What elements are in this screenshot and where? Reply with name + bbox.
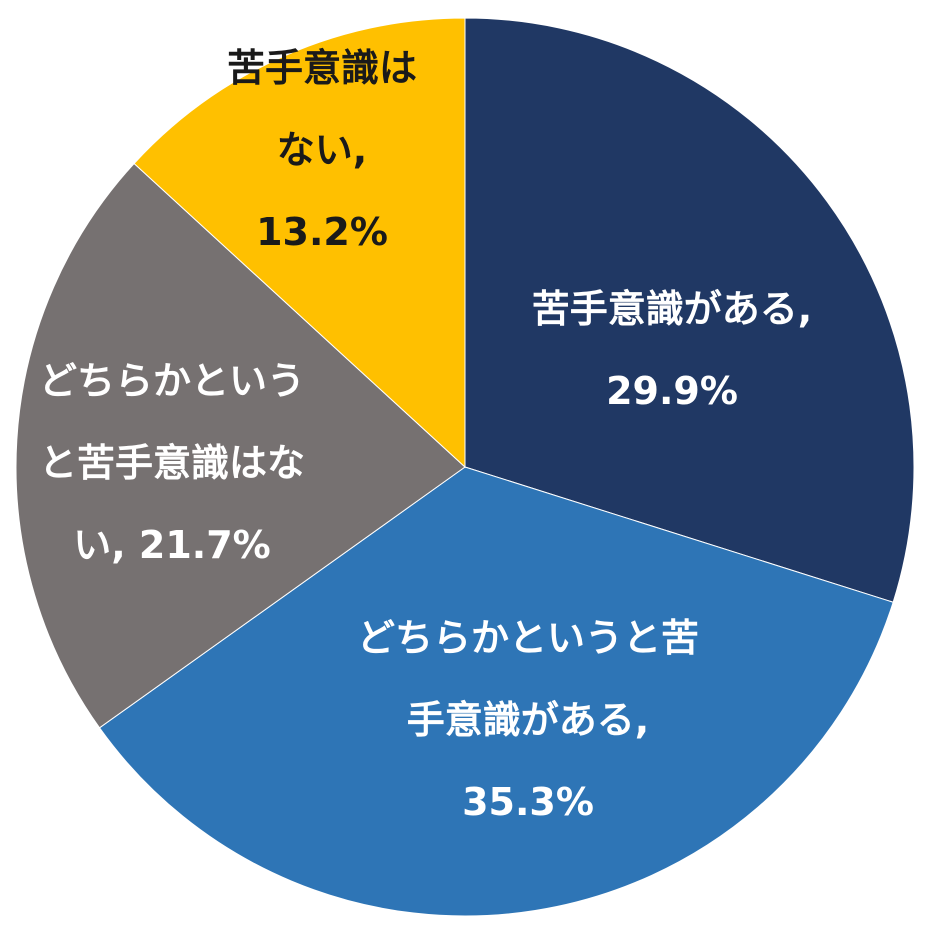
pie-slice-4 [133, 17, 466, 469]
slice-label-1-line-1: 苦手意識がある, [532, 287, 812, 331]
slice-label-3-line-1: どちらかという [39, 359, 305, 403]
slice-label-2-line-3: 35.3% [462, 780, 594, 824]
slice-label-4-line-2: ない, [277, 128, 367, 172]
slice-label-2-line-1: どちらかというと苦 [357, 616, 699, 660]
slice-label-4-line-3: 13.2% [256, 210, 388, 254]
pie-slice-1 [464, 17, 915, 603]
pie-labels: 苦手意識がある, 29.9%どちらかというと苦手意識がある, 35.3%どちらかとい… [39, 46, 812, 824]
pie-slice-3 [15, 162, 466, 729]
slice-label-4-line-1: 苦手意識は [227, 46, 417, 90]
slice-label-2: どちらかというと苦手意識がある, 35.3% [357, 616, 699, 824]
slice-label-1: 苦手意識がある, 29.9% [532, 287, 812, 413]
slice-label-3-line-2: と苦手意識はな [39, 441, 305, 485]
pie-slices [15, 17, 915, 917]
slice-label-3: どちらかというと苦手意識はない, 21.7% [39, 359, 305, 567]
slice-label-3-line-3: い, 21.7% [73, 523, 271, 567]
slice-label-2-line-2: 手意識がある, [407, 698, 649, 742]
slice-label-4: 苦手意識はない, 13.2% [227, 46, 417, 254]
pie-slice-2 [98, 466, 894, 917]
slice-label-1-line-2: 29.9% [606, 369, 738, 413]
